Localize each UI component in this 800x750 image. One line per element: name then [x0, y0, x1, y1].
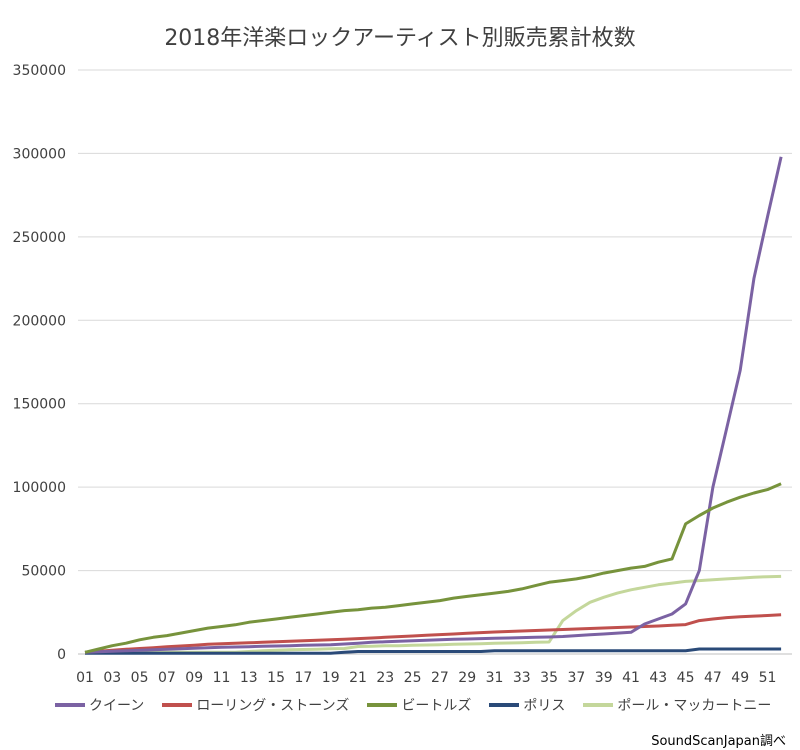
x-tick-label: 49 [731, 670, 749, 686]
x-tick-label: 05 [131, 670, 149, 686]
legend-swatch [55, 703, 85, 707]
series-line-1 [84, 613, 782, 654]
x-tick-label: 41 [622, 670, 640, 686]
legend-label: ポリス [523, 698, 566, 714]
x-tick-label: 01 [76, 670, 94, 686]
source-note: SoundScanJapan調べ [651, 734, 786, 749]
y-tick-label: 200000 [13, 313, 66, 329]
x-tick-label: 45 [677, 670, 695, 686]
y-tick-label: 250000 [13, 230, 66, 246]
legend-swatch [583, 703, 614, 707]
x-tick-label: 47 [704, 670, 722, 686]
legend-item: ローリング・ストーンズ [162, 695, 349, 715]
legend-item: クイーン [55, 695, 144, 715]
y-tick-label: 100000 [13, 480, 66, 496]
legend-swatch [489, 703, 520, 707]
x-tick-label: 31 [486, 670, 504, 686]
x-tick-label: 39 [595, 670, 613, 686]
legend-swatch [367, 703, 398, 707]
series-line-2 [84, 482, 782, 654]
series-line-0 [84, 156, 783, 654]
y-tick-label: 300000 [13, 146, 66, 162]
x-tick-label: 35 [540, 670, 558, 686]
x-tick-label: 23 [376, 670, 394, 686]
x-tick-label: 09 [185, 670, 203, 686]
line-chart: 0 50000 100000 150000 200000 250000 300000 3500… [13, 63, 792, 686]
legend-label: ローリング・ストーンズ [196, 698, 350, 714]
x-tick-label: 15 [267, 670, 285, 686]
x-tick-label: 43 [649, 670, 667, 686]
legend-label: クイーン [89, 698, 145, 714]
legend-item: ビートルズ [367, 695, 471, 715]
legend-label: ポール・マッカートニー [617, 698, 772, 714]
x-tick-label: 11 [213, 670, 231, 686]
legend-swatch [162, 703, 193, 707]
legend-item: ポール・マッカートニー [583, 695, 771, 715]
x-tick-label: 03 [103, 670, 121, 686]
x-tick-label: 37 [567, 670, 585, 686]
x-tick-label: 33 [513, 670, 531, 686]
legend-item: ポリス [489, 695, 565, 715]
x-tick-label: 19 [322, 670, 340, 686]
legend: クイーン ローリング・ストーンズ ビートルズ ポリス ポール・マッカートニー [55, 695, 771, 715]
chart-title: 2018年洋楽ロックアーティスト別販売累計枚数 [164, 26, 636, 51]
x-tick-label: 51 [759, 670, 777, 686]
x-tick-label: 29 [458, 670, 476, 686]
x-tick-label: 07 [158, 670, 176, 686]
y-tick-label: 350000 [13, 63, 66, 79]
y-tick-label: 0 [57, 647, 66, 663]
x-tick-label: 17 [294, 670, 312, 686]
x-tick-label: 25 [404, 670, 422, 686]
y-tick-label: 50000 [21, 564, 66, 580]
x-tick-label: 21 [349, 670, 367, 686]
x-tick-label: 27 [431, 670, 449, 686]
series-line-3 [85, 647, 782, 655]
x-tick-label: 13 [240, 670, 258, 686]
legend-label: ビートルズ [401, 698, 472, 714]
y-tick-label: 150000 [13, 397, 66, 413]
